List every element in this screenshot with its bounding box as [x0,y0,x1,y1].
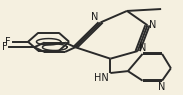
Text: F: F [5,37,11,47]
Text: N: N [139,43,146,53]
Text: N: N [92,12,99,22]
Text: N: N [158,82,166,92]
Text: N: N [149,20,157,30]
Text: F: F [2,42,8,52]
Text: HN: HN [94,73,109,84]
